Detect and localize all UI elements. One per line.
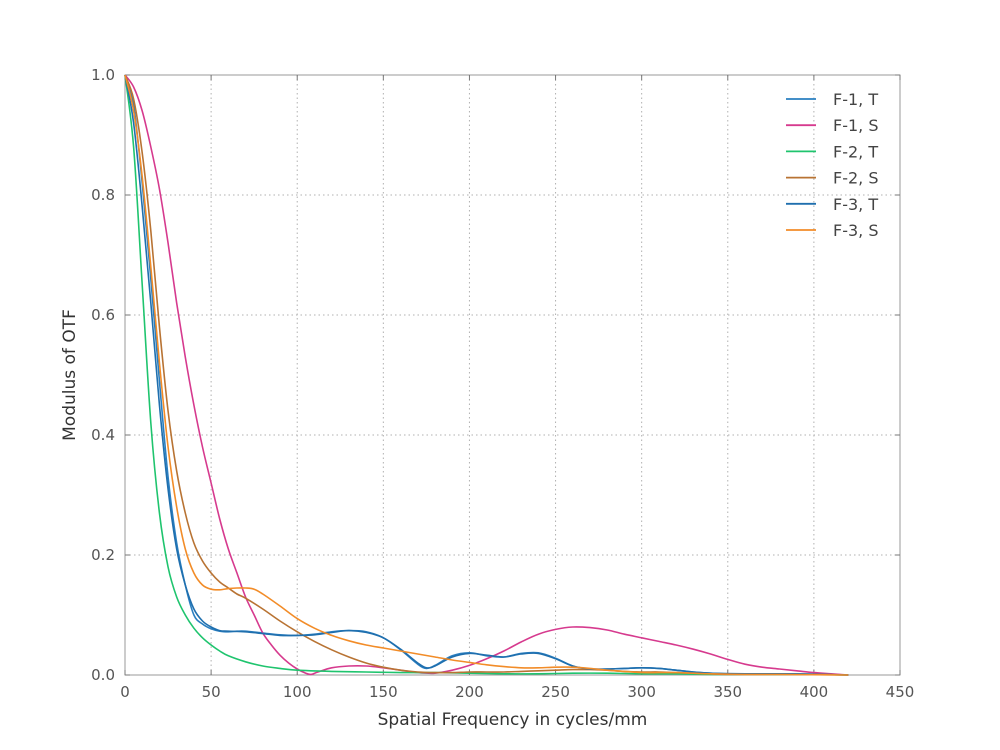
- axis-ticks: 0 50 100 150 200 250 300 350 400 450 0.0 0.2 0.4 0.6 0…: [91, 66, 914, 701]
- legend-label-f-3-t: F-3, T: [833, 195, 878, 214]
- x-tick-label: 300: [627, 683, 656, 701]
- x-tick-label: 350: [713, 683, 742, 701]
- x-tick-label: 0: [120, 683, 130, 701]
- series-line-f-3-s: [124, 74, 849, 676]
- legend-label-f-1-t: F-1, T: [833, 90, 878, 109]
- y-tick-label: 0.2: [91, 546, 115, 564]
- series-line-f-2-t: [124, 74, 849, 676]
- series-lines: [124, 74, 849, 676]
- x-tick-label: 250: [541, 683, 570, 701]
- y-tick-label: 0.6: [91, 306, 115, 324]
- plot-frame: [124, 74, 901, 676]
- y-tick-label: 0.8: [91, 186, 115, 204]
- legend-label-f-1-s: F-1, S: [833, 116, 878, 135]
- y-axis-label: Modulus of OTF: [60, 309, 80, 441]
- x-tick-label: 150: [369, 683, 398, 701]
- x-tick-label: 400: [800, 683, 829, 701]
- y-tick-label: 1.0: [91, 66, 115, 84]
- series-line-f-3-t: [124, 74, 849, 676]
- x-tick-label: 100: [283, 683, 312, 701]
- y-tick-label: 0.0: [91, 666, 115, 684]
- x-tick-label: 450: [886, 683, 915, 701]
- legend: F-1, T F-1, S F-2, T F-2, S F-3, T F-3, S: [786, 90, 878, 240]
- x-axis-label: Spatial Frequency in cycles/mm: [378, 710, 648, 730]
- y-tick-label: 0.4: [91, 426, 115, 444]
- legend-label-f-3-s: F-3, S: [833, 221, 878, 240]
- x-tick-label: 200: [455, 683, 484, 701]
- x-tick-label: 50: [202, 683, 221, 701]
- legend-label-f-2-t: F-2, T: [833, 142, 878, 161]
- legend-label-f-2-s: F-2, S: [833, 169, 878, 188]
